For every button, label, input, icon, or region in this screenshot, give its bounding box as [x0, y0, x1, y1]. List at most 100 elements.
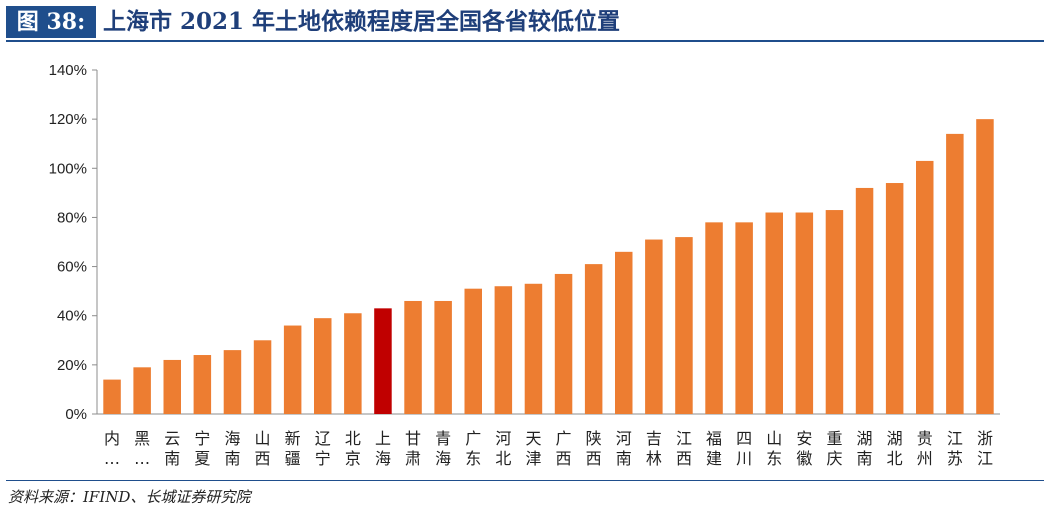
- x-tick-label: 庆: [826, 449, 842, 468]
- x-tick-label: 西: [556, 449, 572, 468]
- footer-divider: [6, 480, 1044, 481]
- x-tick-label: 南: [164, 449, 180, 468]
- x-tick-label: 南: [616, 449, 632, 468]
- figure-title: 上海市 2021 年土地依赖程度居全国各省较低位置: [103, 8, 621, 35]
- bars: [103, 119, 994, 415]
- x-axis-labels: 内…黑…云南宁夏海南山西新疆辽宁北京上海甘肃青海广东河北天津广西陕西河南吉林江西…: [104, 429, 993, 468]
- x-tick-label: 辽: [315, 429, 331, 448]
- x-tick-label: 肃: [405, 449, 421, 468]
- x-tick-label: 上: [375, 429, 391, 448]
- bar: [916, 160, 934, 414]
- bar-chart: 0%20%40%60%80%100%120%140% 内…黑…云南宁夏海南山西新…: [49, 62, 1000, 468]
- y-axis: 0% 20% 40% 60% 80% 100% 120% 140%: [49, 62, 1000, 423]
- bar: [103, 379, 121, 414]
- x-tick-label: 广: [556, 429, 572, 448]
- x-tick-label: 东: [766, 449, 782, 468]
- x-tick-label: 黑: [134, 429, 150, 448]
- y-tick-label: 140%: [49, 62, 87, 79]
- x-tick-label: 江: [676, 429, 692, 448]
- bar: [344, 313, 362, 414]
- x-tick-label: 江: [947, 429, 963, 448]
- x-tick-label: 苏: [947, 449, 963, 468]
- bar: [524, 283, 543, 414]
- x-tick-label: 安: [796, 429, 812, 448]
- x-tick-label: 西: [255, 449, 271, 468]
- bar: [645, 239, 663, 414]
- x-tick-label: 新: [285, 429, 301, 448]
- x-tick-label: 津: [525, 449, 541, 468]
- x-tick-label: 南: [857, 449, 873, 468]
- x-tick-label: 青: [435, 429, 451, 448]
- x-tick-label: 江: [977, 449, 993, 468]
- x-tick-label: 吉: [646, 429, 662, 448]
- x-tick-label: 宁: [194, 429, 210, 448]
- y-tick-label: 60%: [57, 259, 87, 276]
- x-tick-label: 川: [736, 449, 752, 468]
- x-tick-label: 贵: [917, 429, 933, 448]
- x-tick-label: 林: [646, 449, 662, 468]
- x-tick-label: 内: [104, 429, 120, 448]
- bar: [434, 300, 452, 414]
- y-tick-label: 80%: [57, 209, 87, 226]
- source-note: 资料来源：IFIND、长城证券研究院: [8, 488, 251, 506]
- bar: [675, 237, 693, 414]
- x-tick-label: 东: [465, 449, 481, 468]
- x-tick-label: …: [104, 449, 120, 468]
- x-tick-label: 北: [495, 449, 511, 468]
- x-tick-label: 徽: [796, 449, 812, 468]
- x-tick-label: 湖: [857, 429, 873, 448]
- x-tick-label: 浙: [977, 429, 993, 448]
- x-tick-label: 福: [706, 429, 722, 448]
- bar: [464, 288, 482, 414]
- x-tick-label: 建: [706, 449, 722, 468]
- bar: [554, 273, 573, 414]
- bar: [976, 119, 994, 415]
- x-tick-label: 州: [917, 449, 933, 468]
- x-tick-label: 北: [887, 449, 903, 468]
- y-tick-label: 120%: [49, 111, 87, 128]
- x-tick-label: 四: [736, 429, 752, 448]
- y-tick-label: 0%: [65, 406, 87, 423]
- bar: [253, 340, 272, 414]
- bar: [314, 318, 332, 414]
- bar: [584, 264, 603, 414]
- x-tick-label: 海: [375, 449, 391, 468]
- bar: [946, 133, 964, 414]
- x-tick-label: 陕: [586, 429, 602, 448]
- x-tick-label: 山: [255, 429, 271, 448]
- x-tick-label: 山: [766, 429, 782, 448]
- bar: [855, 187, 874, 414]
- x-tick-label: 京: [345, 449, 361, 468]
- bar: [223, 350, 242, 414]
- x-tick-label: 西: [586, 449, 602, 468]
- bar: [735, 222, 753, 414]
- x-tick-label: 夏: [194, 449, 210, 468]
- bar-highlight: [374, 308, 392, 414]
- x-tick-label: 海: [224, 429, 240, 448]
- x-tick-label: 甘: [405, 429, 421, 448]
- x-tick-label: 西: [676, 449, 692, 468]
- bar: [795, 212, 814, 414]
- bar: [193, 355, 212, 414]
- bar: [163, 359, 181, 414]
- x-tick-label: …: [134, 449, 150, 468]
- figure-number-badge: 图 38:: [6, 6, 96, 38]
- bar: [825, 210, 844, 414]
- y-tick-label: 100%: [49, 160, 87, 177]
- x-tick-label: 天: [525, 429, 541, 448]
- x-tick-label: 云: [164, 429, 180, 448]
- x-tick-label: 广: [465, 429, 481, 448]
- figure-title-bar: 图 38: 上海市 2021 年土地依赖程度居全国各省较低位置: [6, 5, 1044, 42]
- bar: [283, 325, 302, 414]
- x-tick-label: 河: [495, 429, 511, 448]
- x-tick-label: 疆: [285, 449, 301, 468]
- x-tick-label: 湖: [887, 429, 903, 448]
- bar: [404, 300, 422, 414]
- x-tick-label: 南: [224, 449, 240, 468]
- x-tick-label: 北: [345, 429, 361, 448]
- bar: [494, 286, 513, 414]
- bar: [885, 183, 904, 414]
- x-tick-label: 宁: [315, 449, 331, 468]
- y-tick-label: 40%: [57, 308, 87, 325]
- bar: [765, 212, 783, 414]
